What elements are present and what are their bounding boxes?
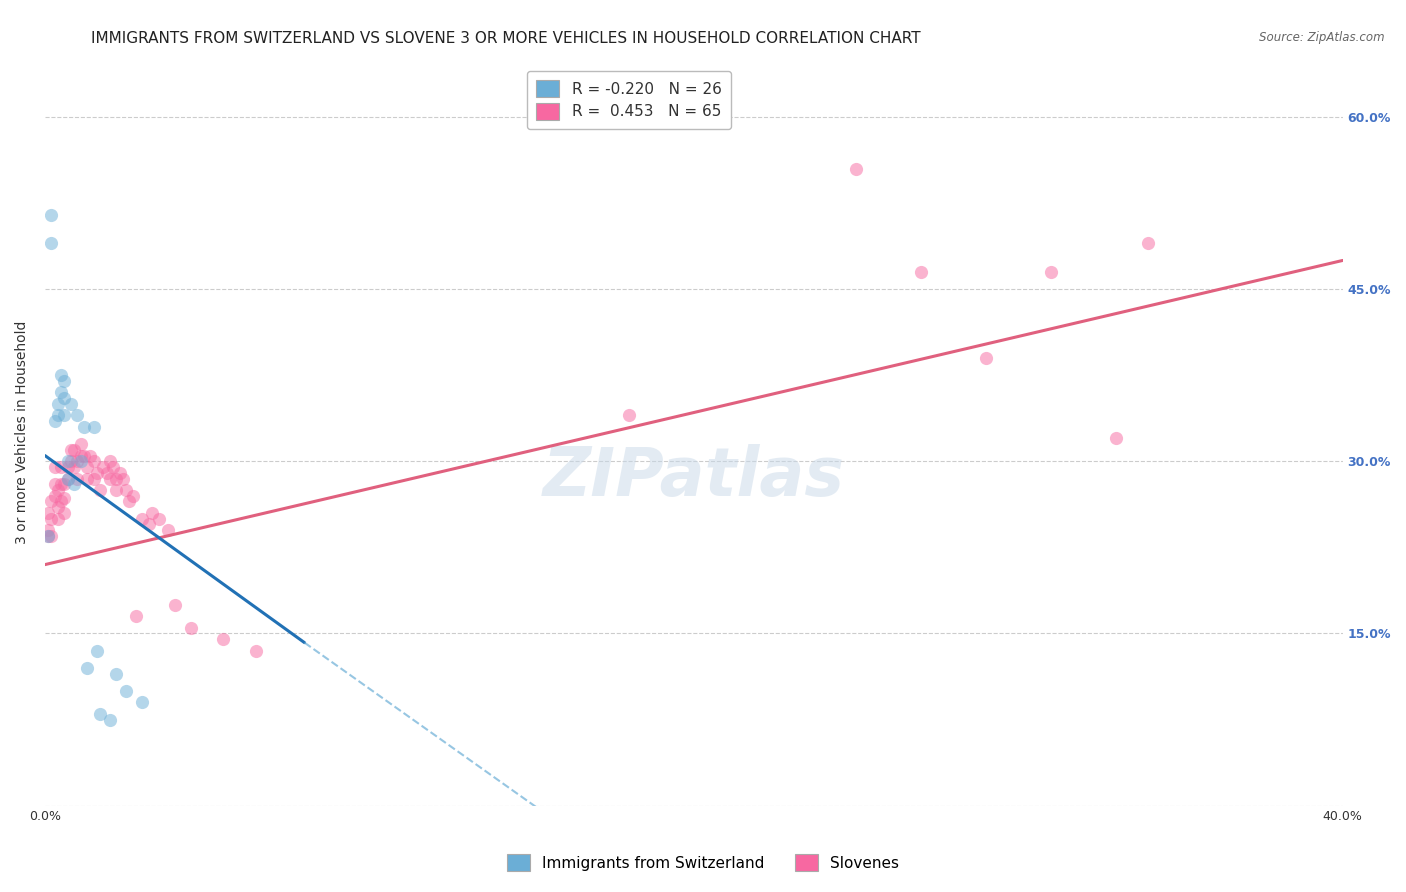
Point <box>98 471 121 485</box>
Point <box>115 483 138 497</box>
Point <box>83 471 105 485</box>
Point <box>44 489 66 503</box>
Point <box>41 236 63 251</box>
Point <box>83 420 105 434</box>
Point <box>76 471 98 485</box>
Point <box>115 683 138 698</box>
Y-axis label: 3 or more Vehicles in Household: 3 or more Vehicles in Household <box>15 321 30 544</box>
Point <box>46 500 69 515</box>
Point <box>148 511 170 525</box>
Point <box>845 161 868 176</box>
Legend: R = -0.220   N = 26, R =  0.453   N = 65: R = -0.220 N = 26, R = 0.453 N = 65 <box>527 71 731 128</box>
Point <box>138 517 160 532</box>
Point <box>37 529 59 543</box>
Point <box>245 643 267 657</box>
Point <box>105 471 128 485</box>
Point <box>51 385 73 400</box>
Point <box>79 449 101 463</box>
Point <box>180 621 202 635</box>
Point <box>910 265 932 279</box>
Point <box>1104 431 1126 445</box>
Point <box>157 523 180 537</box>
Point <box>101 460 124 475</box>
Point <box>46 483 69 497</box>
Point <box>83 454 105 468</box>
Text: IMMIGRANTS FROM SWITZERLAND VS SLOVENE 3 OR MORE VEHICLES IN HOUSEHOLD CORRELATI: IMMIGRANTS FROM SWITZERLAND VS SLOVENE 3… <box>91 31 921 46</box>
Point <box>93 460 115 475</box>
Point <box>56 460 79 475</box>
Point <box>76 661 98 675</box>
Point <box>125 609 148 624</box>
Point <box>51 368 73 383</box>
Point <box>76 460 98 475</box>
Point <box>59 454 82 468</box>
Point <box>59 442 82 457</box>
Point <box>46 511 69 525</box>
Point <box>63 477 86 491</box>
Point <box>41 511 63 525</box>
Text: Source: ZipAtlas.com: Source: ZipAtlas.com <box>1260 31 1385 45</box>
Point <box>73 420 96 434</box>
Point <box>63 442 86 457</box>
Point <box>617 409 640 423</box>
Point <box>41 529 63 543</box>
Point <box>46 409 69 423</box>
Point <box>108 466 131 480</box>
Point <box>41 494 63 508</box>
Point <box>37 506 59 520</box>
Point <box>98 713 121 727</box>
Point <box>1039 265 1062 279</box>
Point <box>51 460 73 475</box>
Point <box>86 466 108 480</box>
Point <box>69 449 91 463</box>
Point <box>111 471 134 485</box>
Point <box>141 506 163 520</box>
Point <box>53 506 76 520</box>
Point <box>37 529 59 543</box>
Point <box>66 454 89 468</box>
Point <box>118 494 141 508</box>
Point <box>212 632 235 647</box>
Point <box>89 483 111 497</box>
Point <box>73 449 96 463</box>
Point <box>41 208 63 222</box>
Point <box>51 494 73 508</box>
Point <box>56 471 79 485</box>
Point <box>53 409 76 423</box>
Point <box>44 477 66 491</box>
Point <box>105 666 128 681</box>
Point <box>66 471 89 485</box>
Point <box>51 477 73 491</box>
Point <box>44 414 66 428</box>
Point <box>96 466 118 480</box>
Point <box>98 454 121 468</box>
Text: ZIPatlas: ZIPatlas <box>543 444 845 510</box>
Point <box>131 511 153 525</box>
Legend: Immigrants from Switzerland, Slovenes: Immigrants from Switzerland, Slovenes <box>501 848 905 877</box>
Point <box>59 397 82 411</box>
Point <box>53 477 76 491</box>
Point <box>69 437 91 451</box>
Point <box>53 374 76 388</box>
Point <box>131 695 153 709</box>
Point <box>66 409 89 423</box>
Point <box>56 471 79 485</box>
Point <box>86 643 108 657</box>
Point <box>53 491 76 505</box>
Point <box>63 460 86 475</box>
Point <box>46 397 69 411</box>
Point <box>105 483 128 497</box>
Point <box>1136 236 1159 251</box>
Point <box>53 391 76 405</box>
Point <box>163 598 186 612</box>
Point <box>89 706 111 721</box>
Point <box>69 454 91 468</box>
Point <box>44 460 66 475</box>
Point <box>121 489 143 503</box>
Point <box>56 454 79 468</box>
Point <box>37 523 59 537</box>
Point <box>974 351 997 365</box>
